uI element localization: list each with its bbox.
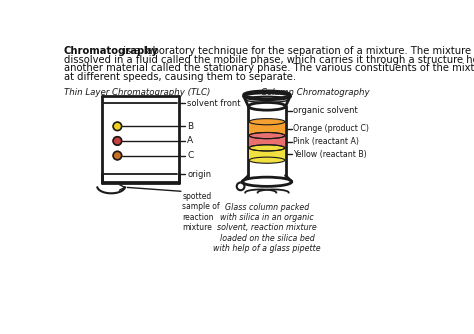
Text: origin: origin (187, 170, 211, 179)
Bar (249, 136, 285, 148)
Text: Thin Layer Chromatography (TLC): Thin Layer Chromatography (TLC) (64, 88, 210, 97)
Bar (249, 148, 285, 160)
Text: Yellow (reactant B): Yellow (reactant B) (293, 150, 367, 159)
Text: organic solvent: organic solvent (293, 107, 358, 116)
Text: at different speeds, causing them to separate.: at different speeds, causing them to sep… (64, 72, 296, 81)
Text: another material called the stationary phase. The various constituents of the mi: another material called the stationary p… (64, 63, 474, 73)
Ellipse shape (249, 119, 285, 125)
Circle shape (113, 122, 122, 131)
Text: Pink (reactant A): Pink (reactant A) (293, 137, 359, 146)
Circle shape (113, 137, 122, 145)
Ellipse shape (249, 133, 285, 139)
Text: A: A (187, 137, 193, 145)
Circle shape (113, 151, 122, 160)
Ellipse shape (249, 133, 285, 139)
Text: B: B (187, 122, 193, 131)
Text: Glass column packed
with silica in an organic
solvent, reaction mixture
loaded o: Glass column packed with silica in an or… (213, 202, 321, 253)
Ellipse shape (249, 145, 285, 151)
Text: Orange (product C): Orange (product C) (293, 124, 369, 133)
Text: Column Chromatography: Column Chromatography (261, 88, 369, 97)
Text: spotted
sample of
reaction
mixture: spotted sample of reaction mixture (182, 192, 220, 232)
Text: is a laboratory technique for the separation of a mixture. The mixture is: is a laboratory technique for the separa… (120, 46, 474, 56)
Ellipse shape (249, 157, 285, 163)
Bar (249, 122, 285, 136)
Text: C: C (187, 151, 193, 160)
Text: dissolved in a fluid called the mobile phase, which carries it through a structu: dissolved in a fluid called the mobile p… (64, 55, 474, 65)
Ellipse shape (249, 145, 285, 151)
Text: solvent front: solvent front (187, 99, 241, 108)
Text: Chromatography: Chromatography (64, 46, 159, 56)
